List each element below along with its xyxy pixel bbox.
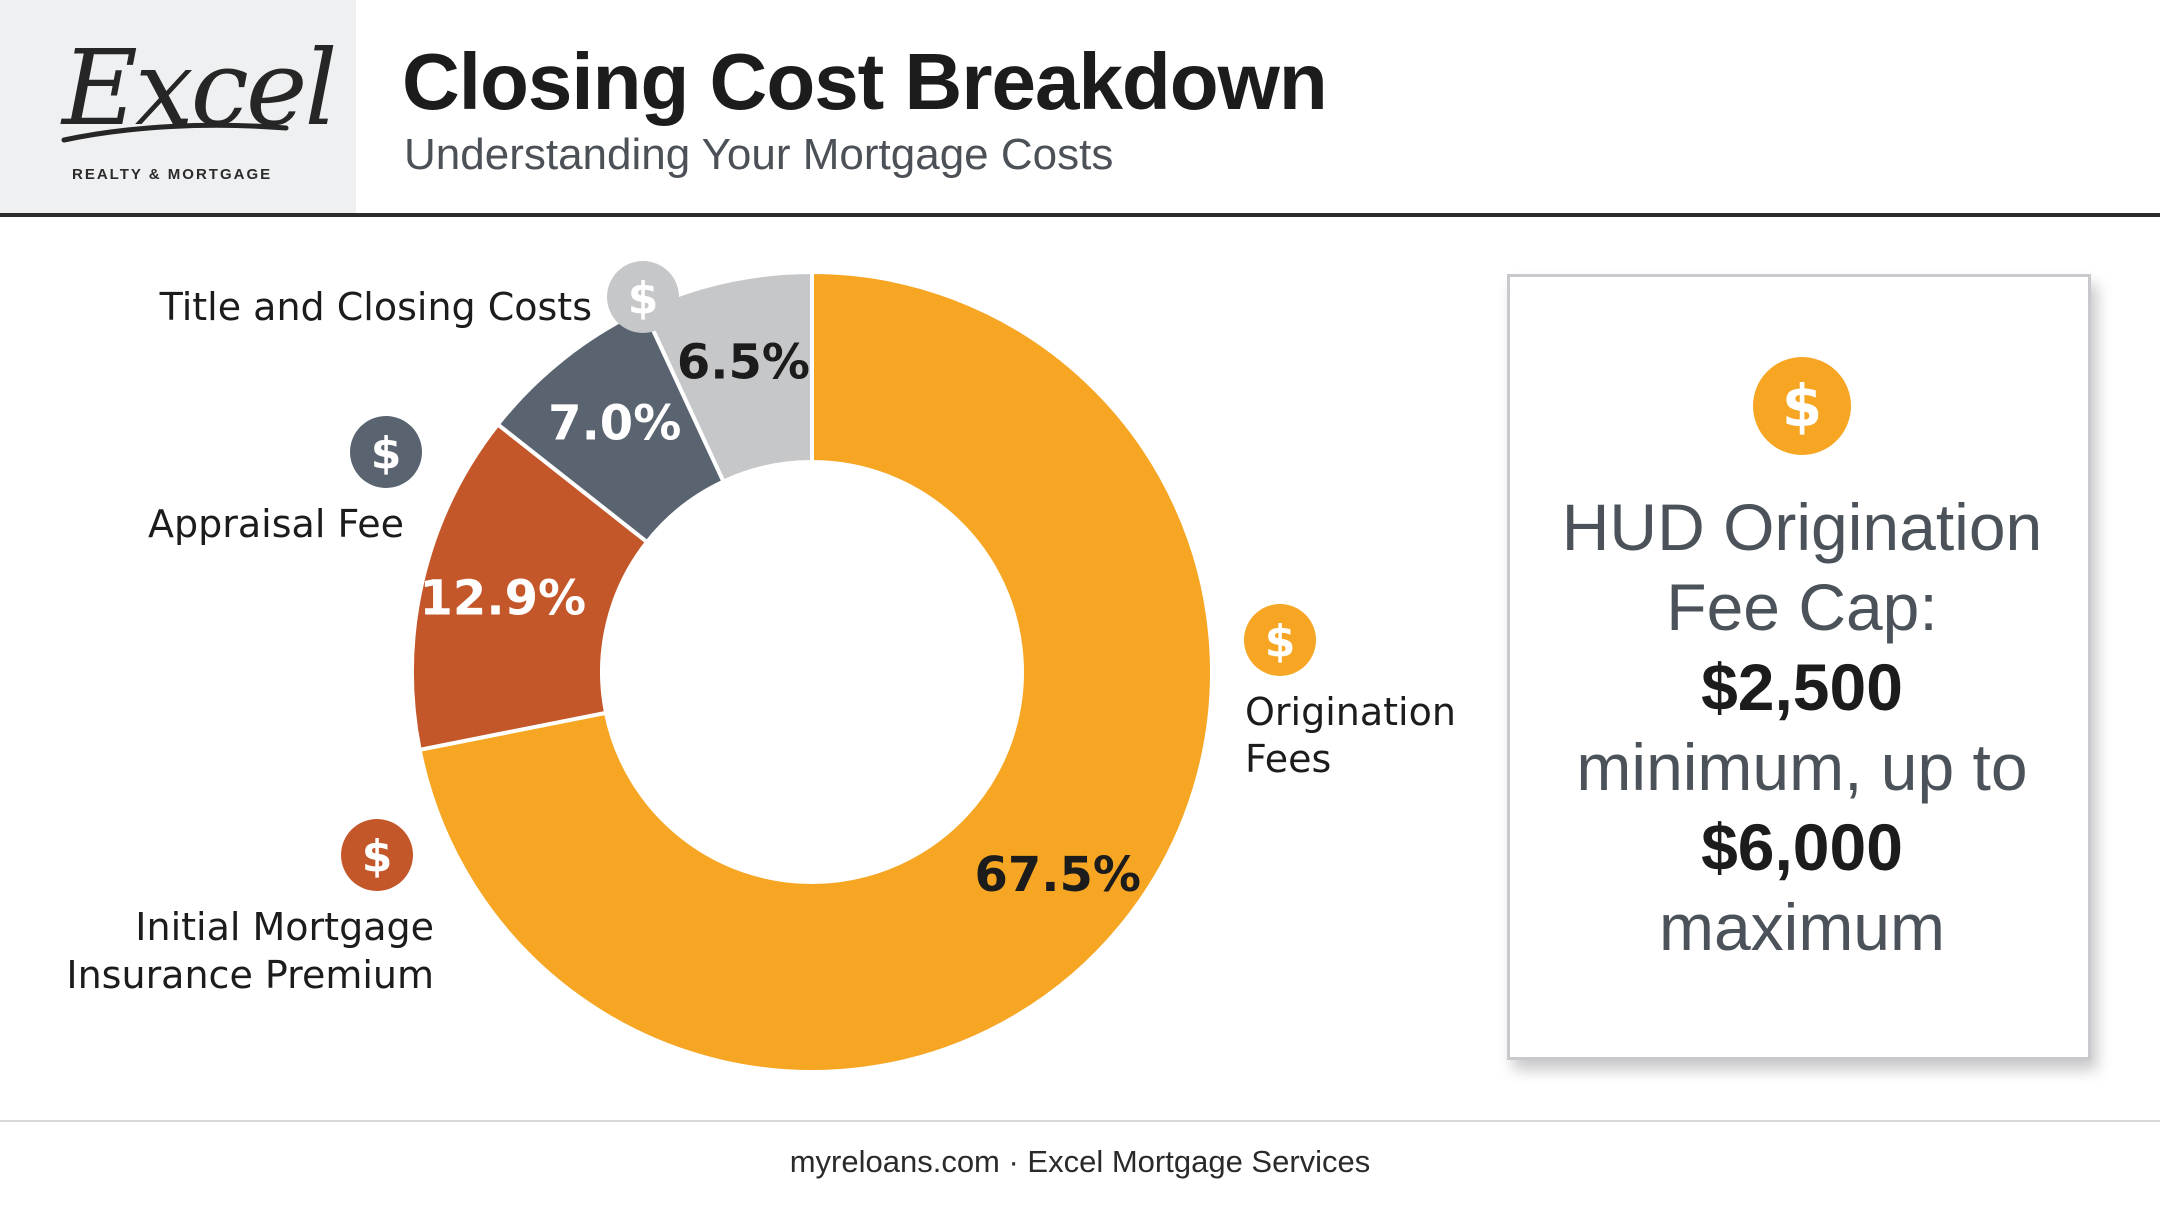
callout-heading: HUD Origination Fee Cap:: [1561, 490, 2043, 644]
svg-text:Title and Closing Costs: Title and Closing Costs: [159, 285, 592, 329]
dollar-coin-icon: $: [1244, 604, 1316, 676]
svg-text:Initial Mortgage: Initial Mortgage: [135, 905, 434, 949]
category-label-title-and-closing-costs: Title and Closing Costs: [159, 285, 592, 329]
svg-text:$: $: [628, 273, 659, 324]
slice-title-and-closing-costs: [640, 269, 814, 485]
callout-text: HUD Origination Fee Cap: $2,500 minimum,…: [1510, 487, 2094, 967]
svg-text:Appraisal Fee: Appraisal Fee: [148, 502, 404, 546]
callout-min-value: $2,500: [1701, 650, 1903, 724]
callout-max-value: $6,000: [1701, 810, 1903, 884]
header: Excel REALTY & MORTGAGE Closing Cost Bre…: [0, 0, 2160, 217]
slice-initial-mortgage-insurance-premium: [410, 421, 650, 753]
header-divider: [0, 213, 2160, 217]
logo-script: Excel: [62, 27, 338, 149]
value-label-appraisal-fee: 7.0%: [548, 396, 681, 452]
logo-swoosh: [61, 122, 289, 143]
svg-text:$: $: [1265, 616, 1296, 667]
value-label-initial-mortgage-insurance-premium: 12.9%: [420, 571, 587, 627]
page-subtitle: Understanding Your Mortgage Costs: [404, 130, 1114, 179]
callout-tail-text: maximum: [1658, 890, 1945, 964]
svg-text:Origination: Origination: [1245, 690, 1456, 734]
svg-text:$: $: [362, 831, 393, 882]
fee-cap-callout: $ HUD Origination Fee Cap: $2,500 minimu…: [1507, 274, 2091, 1060]
logo: Excel REALTY & MORTGAGE: [0, 0, 356, 213]
category-label-appraisal-fee: Appraisal Fee: [148, 502, 404, 546]
dollar-coin-icon: $: [350, 416, 422, 488]
page-title: Closing Cost Breakdown: [402, 37, 1328, 126]
footer-divider: [0, 1120, 2160, 1122]
callout-range-text: minimum, up to: [1576, 730, 2028, 804]
dollar-coin-icon: $: [607, 261, 679, 333]
dollar-coin-icon: $: [341, 819, 413, 891]
value-label-title-and-closing-costs: 6.5%: [677, 334, 810, 390]
svg-text:$: $: [371, 428, 402, 479]
svg-text:Fees: Fees: [1245, 737, 1331, 781]
dollar-coin-icon: $: [1753, 357, 1851, 455]
slice-origination-fees: [417, 269, 1214, 1074]
logo-tagline: REALTY & MORTGAGE: [72, 166, 273, 183]
svg-text:Insurance Premium: Insurance Premium: [66, 953, 434, 997]
footer-text: myreloans.com · Excel Mortgage Services: [789, 1144, 1371, 1179]
value-label-origination-fees: 67.5%: [974, 847, 1141, 903]
